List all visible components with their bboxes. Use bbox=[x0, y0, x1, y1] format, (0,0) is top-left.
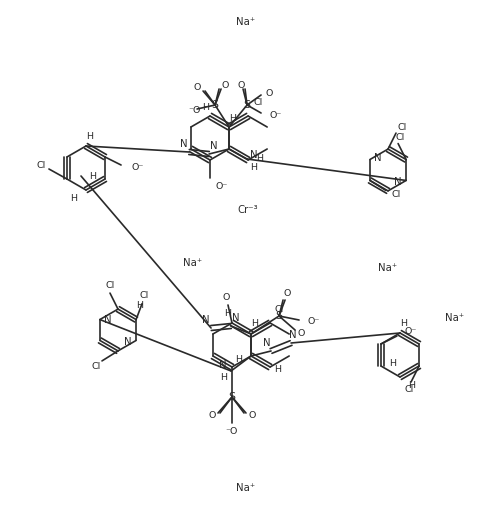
Text: Cl: Cl bbox=[404, 385, 414, 394]
Text: O: O bbox=[297, 330, 305, 339]
Text: O⁻: O⁻ bbox=[131, 163, 144, 171]
Text: N: N bbox=[202, 315, 210, 325]
Text: N: N bbox=[232, 313, 240, 323]
Text: Cl: Cl bbox=[274, 305, 283, 313]
Text: H: H bbox=[251, 319, 259, 329]
Text: N: N bbox=[394, 177, 402, 188]
Text: S: S bbox=[228, 392, 236, 402]
Text: Cl: Cl bbox=[396, 133, 405, 142]
Text: H: H bbox=[408, 380, 416, 389]
Text: O: O bbox=[265, 89, 273, 97]
Text: S: S bbox=[276, 311, 282, 321]
Text: S: S bbox=[244, 100, 250, 110]
Text: O⁻: O⁻ bbox=[269, 111, 281, 120]
Text: N: N bbox=[250, 150, 258, 160]
Text: H: H bbox=[70, 194, 78, 202]
Text: O: O bbox=[221, 81, 229, 90]
Text: N: N bbox=[180, 139, 188, 149]
Text: H: H bbox=[236, 355, 243, 365]
Text: Cl: Cl bbox=[36, 161, 46, 169]
Text: H: H bbox=[390, 359, 397, 369]
Text: O⁻: O⁻ bbox=[405, 328, 417, 337]
Text: H: H bbox=[224, 308, 232, 317]
Text: O: O bbox=[208, 411, 215, 419]
Text: Cl: Cl bbox=[139, 291, 149, 300]
Text: H: H bbox=[203, 102, 210, 112]
Text: H: H bbox=[230, 114, 237, 123]
Text: O: O bbox=[193, 83, 201, 91]
Text: N: N bbox=[289, 330, 297, 340]
Text: Cl: Cl bbox=[92, 363, 101, 372]
Text: H: H bbox=[220, 373, 227, 381]
Text: H: H bbox=[87, 131, 93, 140]
Text: O: O bbox=[222, 293, 230, 302]
Text: H: H bbox=[250, 163, 257, 171]
Text: O⁻: O⁻ bbox=[307, 317, 319, 327]
Text: S: S bbox=[212, 100, 218, 110]
Text: Na⁺: Na⁺ bbox=[184, 258, 203, 268]
Text: Cr⁻³: Cr⁻³ bbox=[238, 205, 258, 215]
Text: Na⁺: Na⁺ bbox=[445, 313, 464, 323]
Text: Cl: Cl bbox=[105, 280, 115, 289]
Text: Cl: Cl bbox=[392, 190, 401, 199]
Text: Cl: Cl bbox=[398, 123, 407, 132]
Text: Na⁺: Na⁺ bbox=[237, 483, 255, 493]
Text: H: H bbox=[275, 365, 281, 374]
Text: N: N bbox=[104, 314, 112, 324]
Text: Na⁺: Na⁺ bbox=[378, 263, 398, 273]
Text: H: H bbox=[137, 301, 144, 310]
Text: O⁻: O⁻ bbox=[215, 182, 227, 191]
Text: Cl: Cl bbox=[253, 97, 262, 106]
Text: H: H bbox=[400, 318, 407, 328]
Text: N: N bbox=[210, 141, 218, 151]
Text: N: N bbox=[219, 360, 227, 370]
Text: N: N bbox=[263, 338, 271, 348]
Text: N: N bbox=[124, 338, 132, 347]
Text: N: N bbox=[374, 153, 382, 163]
Text: O: O bbox=[283, 289, 291, 299]
Text: H: H bbox=[90, 171, 96, 180]
Text: H: H bbox=[256, 154, 263, 163]
Text: Na⁺: Na⁺ bbox=[237, 17, 255, 27]
Text: ⁻O: ⁻O bbox=[188, 105, 200, 115]
Text: O: O bbox=[248, 411, 256, 419]
Text: O: O bbox=[237, 81, 245, 90]
Text: ⁻O: ⁻O bbox=[226, 426, 238, 436]
